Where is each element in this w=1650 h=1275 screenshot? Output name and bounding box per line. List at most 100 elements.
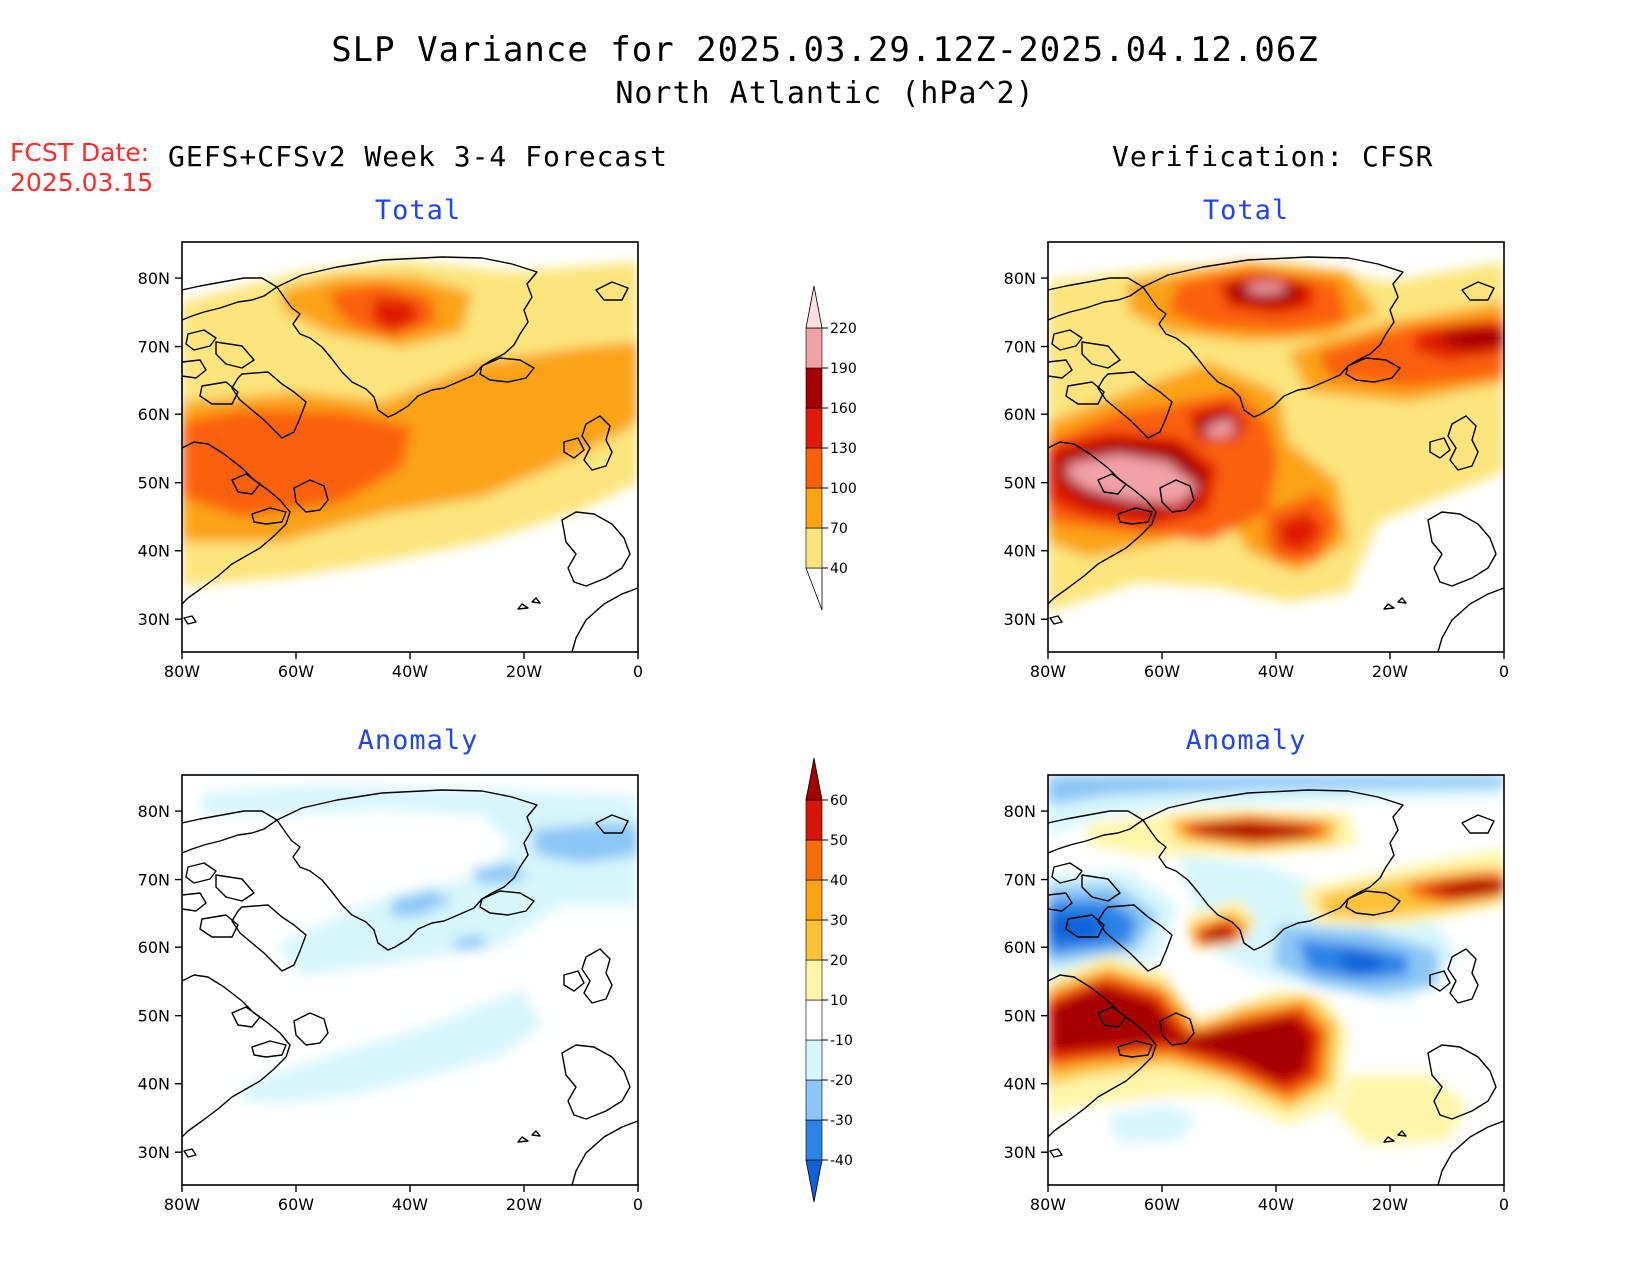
colorbar-box <box>805 799 823 841</box>
colorbar-box <box>805 367 823 409</box>
lon-label: 20W <box>1372 1195 1408 1214</box>
colorbar-box <box>805 1039 823 1081</box>
panel-frame: 80N 70N 60N 50N 40N 30N 80W 60W 40W 20W 0 <box>1004 774 1509 1214</box>
colorbar-label: 160 <box>830 401 857 417</box>
colorbar-upper-triangle <box>805 757 823 801</box>
verification-total-map <box>1048 242 1504 652</box>
lat-label: 80N <box>1004 802 1036 821</box>
colorbar-label: 130 <box>830 441 857 457</box>
verification-total-title: Total <box>1202 195 1290 226</box>
lon-label: 20W <box>1372 662 1408 681</box>
lon-label: 80W <box>1030 1195 1066 1214</box>
forecast-anomaly-map <box>182 775 638 1185</box>
colorbar-label: -10 <box>830 1033 853 1049</box>
colorbar-label: 40 <box>830 873 848 889</box>
colorbar-box <box>805 959 823 1001</box>
colorbar-lower-triangle <box>805 1159 823 1203</box>
lat-label: 30N <box>1004 610 1036 629</box>
forecast-anomaly-title: Anomaly <box>357 725 479 756</box>
lon-label: 40W <box>392 662 428 681</box>
lon-label: 40W <box>1258 1195 1294 1214</box>
colorbar-label: 50 <box>830 833 848 849</box>
verification-column-title: Verification: CFSR <box>1112 140 1434 173</box>
colorbar-label: -40 <box>830 1153 853 1169</box>
lon-label: 80W <box>164 662 200 681</box>
lat-label: 80N <box>138 269 170 288</box>
lon-label: 60W <box>278 1195 314 1214</box>
map-frames: 80N 70N 60N 50N 40N 30N 80W 60W 40W 20W 0 80N 70N 60N… <box>138 241 1509 1214</box>
forecast-total-map <box>182 242 638 652</box>
colorbar-box <box>805 487 823 529</box>
lat-label: 30N <box>1004 1143 1036 1162</box>
panel-frame: 80N 70N 60N 50N 40N 30N 80W 60W 40W 20W 0 <box>138 241 643 681</box>
lat-label: 50N <box>1004 474 1036 493</box>
lat-label: 40N <box>138 542 170 561</box>
colorbar-label: 40 <box>830 561 848 577</box>
lat-label: 60N <box>138 405 170 424</box>
colorbar-box <box>805 999 823 1041</box>
colorbar-label: 220 <box>830 321 857 337</box>
forecast-date-block: FCST Date: 2025.03.15 <box>10 138 153 198</box>
lat-label: 60N <box>1004 938 1036 957</box>
lon-label: 0 <box>633 1195 643 1214</box>
lon-label: 80W <box>1030 662 1066 681</box>
lat-label: 50N <box>1004 1007 1036 1026</box>
lon-label: 0 <box>1499 1195 1509 1214</box>
lat-label: 60N <box>138 938 170 957</box>
chart-subtitle: North Atlantic (hPa^2) <box>615 76 1035 111</box>
anomaly-colorbar: -40 -30 -20 -10 10 20 30 40 50 60 <box>805 757 853 1203</box>
forecast-total-title: Total <box>374 195 462 226</box>
colorbar-label: 70 <box>830 521 848 537</box>
lat-label: 40N <box>1004 1075 1036 1094</box>
total-colorbar: 40 70 100 130 160 190 220 <box>805 285 857 611</box>
verification-anomaly-title: Anomaly <box>1185 725 1307 756</box>
lon-label: 20W <box>506 1195 542 1214</box>
panel-frame: 80N 70N 60N 50N 40N 30N 80W 60W 40W 20W 0 <box>138 774 643 1214</box>
chart-title: SLP Variance for 2025.03.29.12Z-2025.04.… <box>331 30 1319 70</box>
colorbar-lower-triangle <box>805 567 823 611</box>
colorbar-box <box>805 879 823 921</box>
lat-label: 30N <box>138 1143 170 1162</box>
colorbar-box <box>805 327 823 369</box>
lon-label: 60W <box>278 662 314 681</box>
colorbar-box <box>805 919 823 961</box>
colorbar-box <box>805 839 823 881</box>
panel-frame: 80N 70N 60N 50N 40N 30N 80W 60W 40W 20W 0 <box>1004 241 1509 681</box>
colorbar-label: 30 <box>830 913 848 929</box>
colorbar-box <box>805 527 823 569</box>
lat-label: 70N <box>1004 871 1036 890</box>
forecast-date-value: 2025.03.15 <box>10 168 154 197</box>
colorbar-label: -20 <box>830 1073 853 1089</box>
lat-label: 50N <box>138 474 170 493</box>
lon-label: 60W <box>1144 1195 1180 1214</box>
colorbar-box <box>805 1079 823 1121</box>
colorbar-upper-triangle <box>805 285 823 329</box>
forecast-date-label: FCST Date: <box>10 138 150 167</box>
lat-label: 70N <box>1004 338 1036 357</box>
lat-label: 40N <box>138 1075 170 1094</box>
colorbar-label: 60 <box>830 793 848 809</box>
verification-anomaly-map <box>1048 775 1504 1185</box>
lat-label: 30N <box>138 610 170 629</box>
colorbar-label: 10 <box>830 993 848 1009</box>
colorbar-label: 20 <box>830 953 848 969</box>
lon-label: 60W <box>1144 662 1180 681</box>
lon-label: 20W <box>506 662 542 681</box>
lon-label: 0 <box>1499 662 1509 681</box>
colorbar-label: -30 <box>830 1113 853 1129</box>
lat-label: 50N <box>138 1007 170 1026</box>
lon-label: 80W <box>164 1195 200 1214</box>
lat-label: 40N <box>1004 542 1036 561</box>
lat-label: 70N <box>138 338 170 357</box>
lon-label: 0 <box>633 662 643 681</box>
lat-label: 80N <box>138 802 170 821</box>
colorbar-box <box>805 407 823 449</box>
colorbar-box <box>805 447 823 489</box>
forecast-column-title: GEFS+CFSv2 Week 3-4 Forecast <box>168 140 669 173</box>
colorbar-label: 100 <box>830 481 857 497</box>
colorbar-label: 190 <box>830 361 857 377</box>
lat-label: 60N <box>1004 405 1036 424</box>
lon-label: 40W <box>1258 662 1294 681</box>
colorbar-box <box>805 1119 823 1161</box>
